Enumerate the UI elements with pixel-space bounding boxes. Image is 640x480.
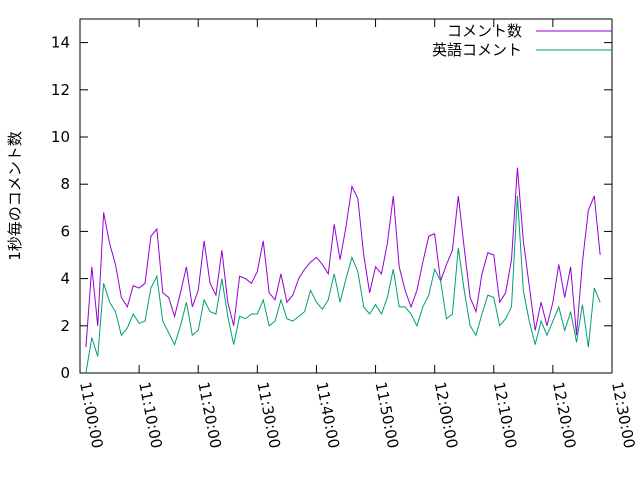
series-line xyxy=(85,195,601,374)
x-tick-label: 11:40:00 xyxy=(313,380,344,450)
y-tick-label: 14 xyxy=(51,34,70,52)
y-tick-label: 12 xyxy=(51,81,70,99)
y-tick-label: 2 xyxy=(60,317,70,335)
x-tick-label: 12:30:00 xyxy=(608,380,639,450)
series-line xyxy=(85,167,601,348)
plot-frame xyxy=(79,18,613,374)
x-tick-label: 11:30:00 xyxy=(253,380,284,450)
x-tick-label: 11:50:00 xyxy=(372,380,403,450)
y-tick-label: 10 xyxy=(51,128,70,146)
y-tick-label: 8 xyxy=(60,175,70,193)
x-tick-label: 11:10:00 xyxy=(135,380,166,450)
y-tick-label: 6 xyxy=(60,222,70,240)
x-tick-label: 11:20:00 xyxy=(194,380,225,450)
x-tick-label: 12:20:00 xyxy=(549,380,580,450)
legend-label: コメント数 xyxy=(447,22,522,40)
x-tick-label: 12:00:00 xyxy=(431,380,462,450)
legend-label: 英語コメント xyxy=(432,41,522,59)
y-axis-label: 1秒毎のコメント数 xyxy=(6,131,24,261)
y-tick-label: 4 xyxy=(60,270,70,288)
x-tick-label: 12:10:00 xyxy=(490,380,521,450)
x-tick-label: 11:00:00 xyxy=(76,380,107,450)
y-tick-label: 0 xyxy=(60,364,70,382)
